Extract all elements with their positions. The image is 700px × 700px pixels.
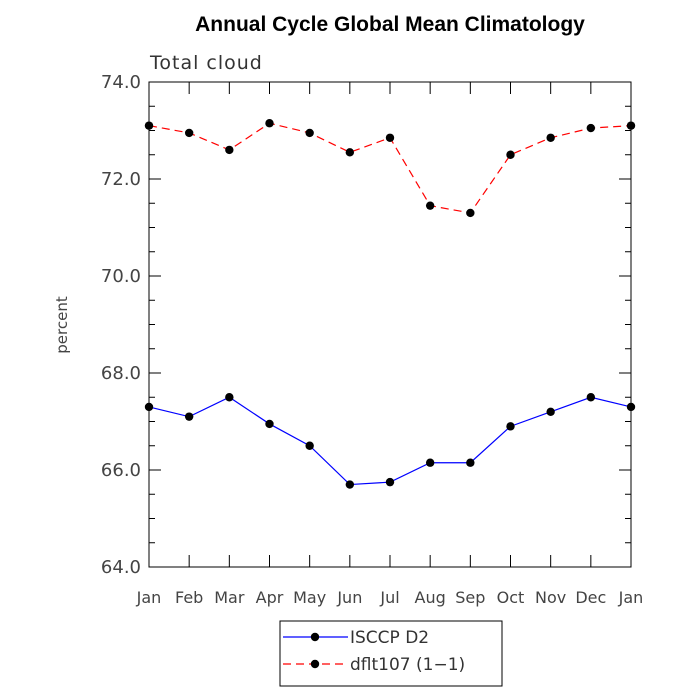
series-layer: [144, 119, 636, 489]
legend-marker: [310, 659, 320, 669]
series-point: [586, 123, 596, 133]
y-axis-label: percent: [53, 296, 71, 354]
series-point: [425, 201, 435, 210]
series-0: [144, 393, 636, 489]
series-point: [305, 441, 314, 450]
axis-ticks: 64.0 66.0 68.0 70.0 72.0 74.0 Jan Feb Mar Apr May J…: [101, 72, 643, 607]
x-tick-label: Mar: [214, 588, 245, 607]
series-point: [144, 402, 154, 412]
series-point: [546, 407, 555, 416]
series-point: [385, 477, 395, 487]
x-tick-label: Jan: [136, 588, 162, 607]
series-point: [385, 133, 395, 142]
series-point: [345, 148, 355, 157]
x-tick-label: Oct: [497, 588, 525, 607]
series-point: [265, 419, 274, 429]
series-point: [144, 121, 154, 130]
y-tick-label: 68.0: [101, 363, 141, 384]
series-point: [626, 402, 636, 412]
series-point: [345, 480, 355, 489]
legend-label: ISCCP D2: [350, 628, 429, 648]
series-line: [148, 396, 632, 486]
series-1: [144, 119, 636, 218]
series-point: [466, 458, 475, 467]
series-point: [225, 145, 234, 155]
plot-frame: [148, 81, 632, 568]
series-point: [586, 393, 596, 402]
chart-title: Annual Cycle Global Mean Climatology: [195, 13, 585, 36]
y-tick-label: 66.0: [101, 460, 141, 481]
series-point: [546, 133, 555, 142]
series-point: [184, 128, 194, 138]
chart-subtitle: Total cloud: [149, 52, 263, 74]
x-tick-label: Jun: [336, 588, 362, 607]
y-tick-label: 72.0: [101, 169, 141, 190]
x-tick-label: May: [293, 588, 326, 607]
series-point: [265, 119, 274, 128]
x-tick-label: Jan: [618, 588, 644, 607]
y-tick-label: 74.0: [101, 72, 141, 93]
legend: ISCCP D2 dflt107 (1−1): [279, 620, 503, 687]
x-tick-label: Aug: [415, 588, 446, 607]
series-point: [626, 121, 636, 130]
series-point: [506, 150, 515, 159]
series-point: [506, 422, 515, 431]
series-point: [466, 208, 475, 218]
x-tick-label: Jul: [379, 588, 399, 607]
x-tick-label: Feb: [175, 588, 203, 607]
y-tick-label: 70.0: [101, 266, 141, 287]
series-point: [305, 128, 314, 138]
series-point: [425, 458, 435, 467]
legend-box: [279, 620, 503, 687]
y-tick-label: 64.0: [101, 557, 141, 578]
x-tick-label: Nov: [535, 588, 566, 607]
x-tick-label: Sep: [455, 588, 485, 607]
series-point: [184, 412, 194, 421]
legend-marker: [310, 632, 320, 642]
legend-label: dflt107 (1−1): [350, 655, 465, 675]
series-point: [225, 393, 234, 402]
x-tick-label: Dec: [575, 588, 606, 607]
x-tick-label: Apr: [256, 588, 284, 607]
